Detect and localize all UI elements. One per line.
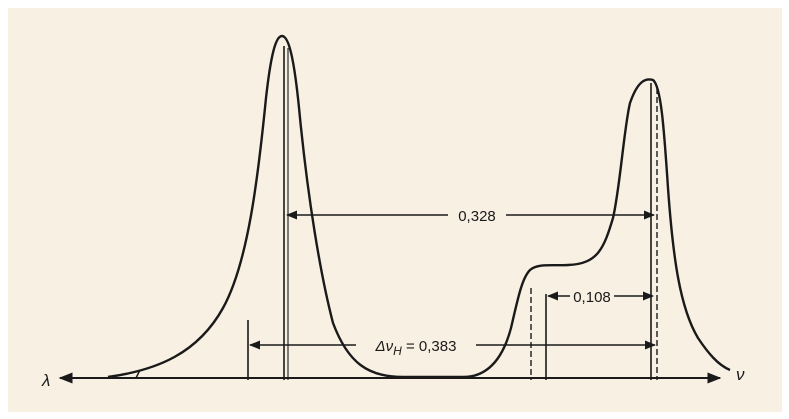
spectrum-curve <box>107 34 731 379</box>
nu-axis-label: ν <box>736 365 745 384</box>
spectrum-figure: 0,328 0,108 ΔνH = 0,383 λ ν <box>8 8 782 412</box>
delta-nu-value: = 0,383 <box>402 338 457 355</box>
spectrum-diagram: 0,328 0,108 ΔνH = 0,383 λ ν <box>41 34 745 390</box>
delta-nu-subscript: H <box>393 344 402 358</box>
shoulder-separation-label: 0,108 <box>573 289 611 306</box>
left-foot-tick <box>135 369 141 379</box>
lambda-axis-label: λ <box>41 371 50 390</box>
delta-nu-symbol: Δν <box>375 338 394 355</box>
half-width-label: ΔνH = 0,383 <box>375 338 457 358</box>
peak-separation-label: 0,328 <box>458 208 496 225</box>
